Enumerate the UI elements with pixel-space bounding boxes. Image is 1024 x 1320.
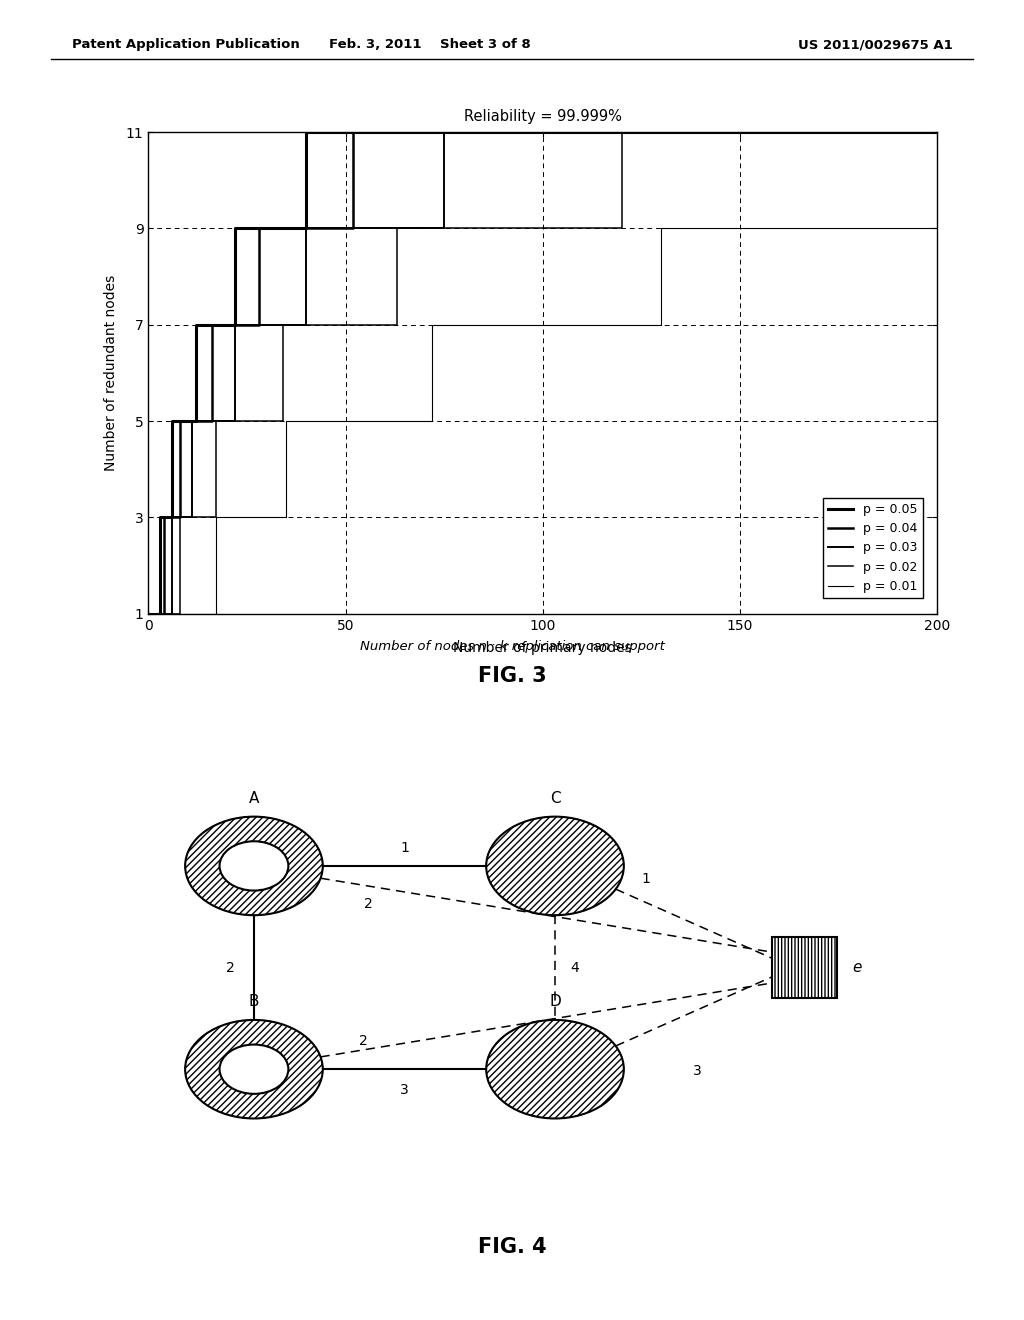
Text: 2: 2 [364,896,373,911]
Circle shape [219,841,289,891]
Circle shape [185,817,323,915]
Circle shape [185,1020,323,1118]
Circle shape [486,817,624,915]
Text: A: A [249,791,259,805]
Text: Feb. 3, 2011    Sheet 3 of 8: Feb. 3, 2011 Sheet 3 of 8 [329,38,531,51]
Text: Number of nodes n : k replication can support: Number of nodes n : k replication can su… [359,640,665,653]
Text: Patent Application Publication: Patent Application Publication [72,38,299,51]
Title: Reliability = 99.999%: Reliability = 99.999% [464,108,622,124]
Text: 4: 4 [570,961,580,974]
Text: B: B [249,994,259,1008]
Text: e: e [852,960,861,975]
Text: 2: 2 [359,1034,368,1048]
Text: FIG. 3: FIG. 3 [477,665,547,686]
Text: 3: 3 [400,1082,409,1097]
Text: FIG. 4: FIG. 4 [477,1237,547,1258]
Text: 1: 1 [641,873,650,886]
Text: D: D [549,994,561,1008]
Text: 1: 1 [400,841,409,855]
Text: 2: 2 [226,961,236,974]
X-axis label: Number of primary nodes: Number of primary nodes [454,642,632,655]
Text: US 2011/0029675 A1: US 2011/0029675 A1 [798,38,952,51]
Circle shape [486,1020,624,1118]
Circle shape [219,1044,289,1094]
Bar [772,937,837,998]
Text: 3: 3 [693,1064,701,1078]
Bar [772,937,837,998]
Legend: p = 0.05, p = 0.04, p = 0.03, p = 0.02, p = 0.01: p = 0.05, p = 0.04, p = 0.03, p = 0.02, … [823,498,923,598]
Y-axis label: Number of redundant nodes: Number of redundant nodes [103,275,118,471]
Text: C: C [550,791,560,805]
